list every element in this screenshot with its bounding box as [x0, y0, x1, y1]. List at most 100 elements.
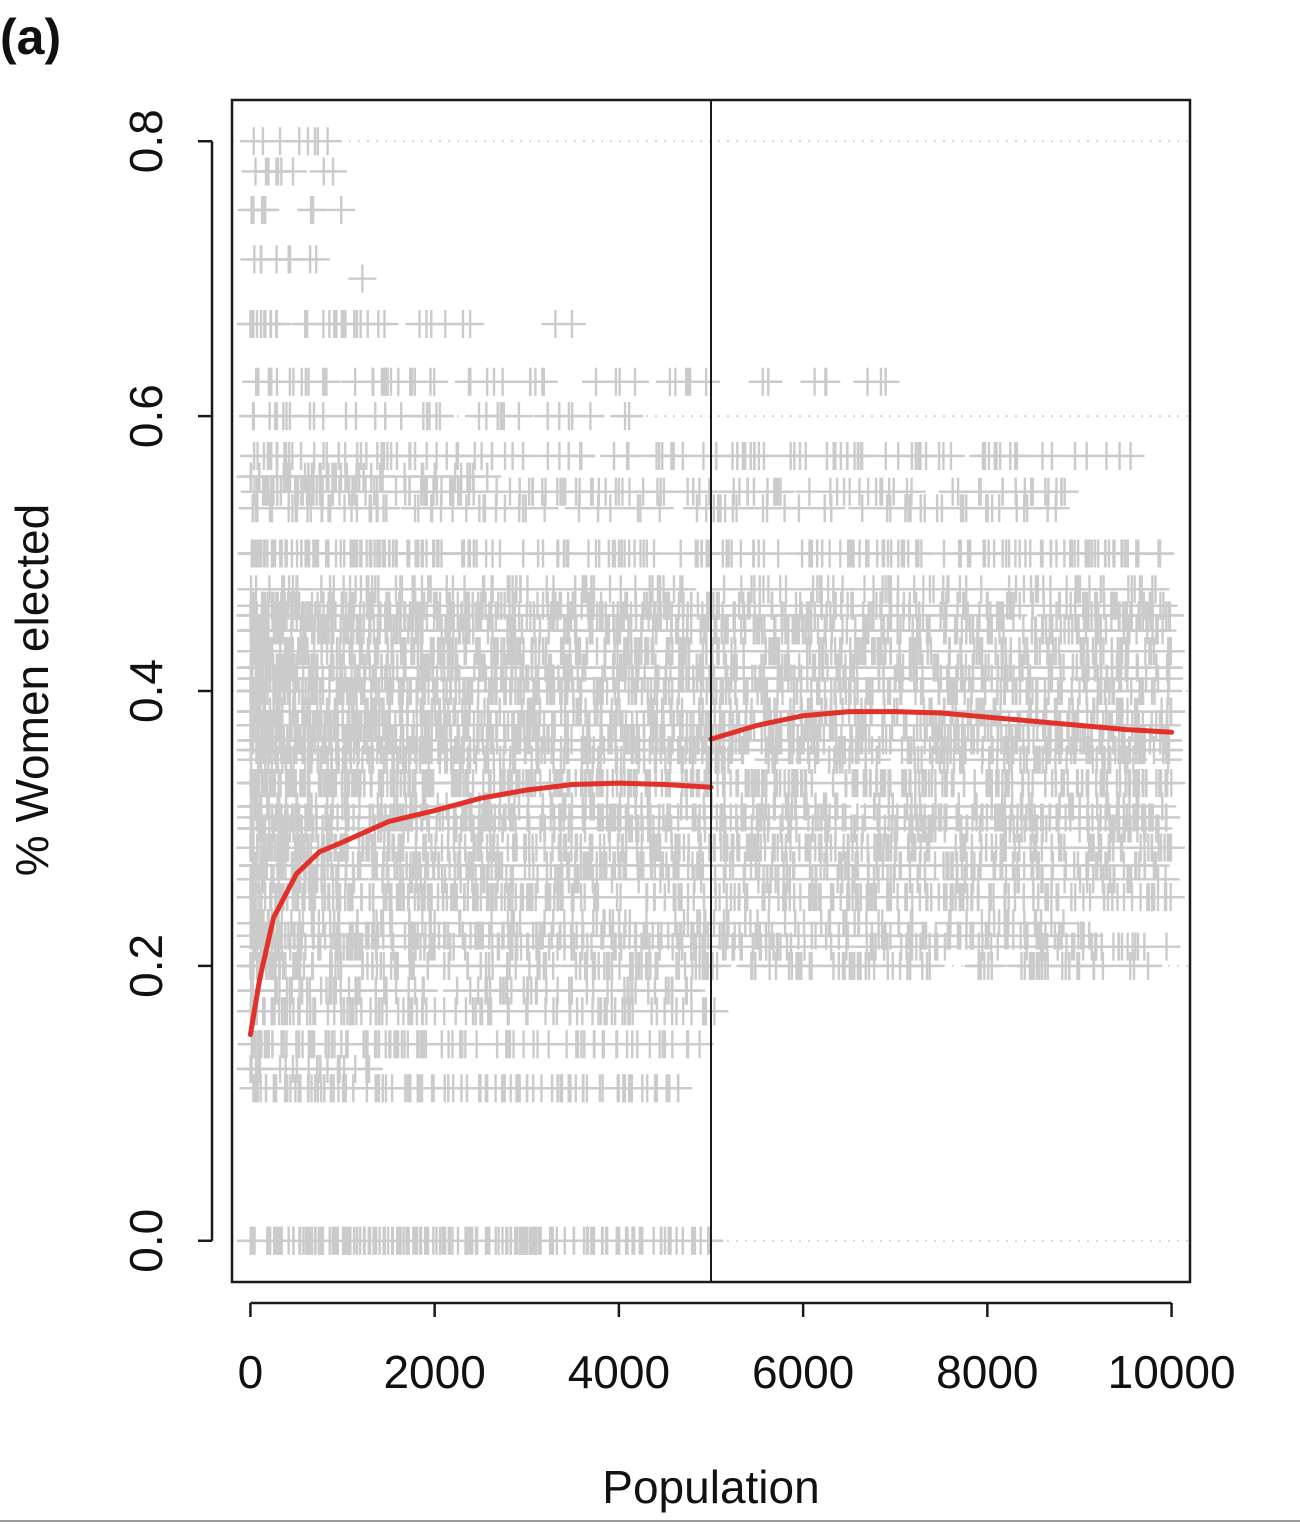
data-point-780 [571, 951, 600, 980]
data-point-791 [595, 951, 624, 980]
data-point-958 [832, 932, 861, 961]
data-point-307 [513, 1074, 542, 1103]
data-point-1043 [921, 921, 950, 950]
data-point-608 [288, 976, 317, 1005]
data-point-179 [680, 1226, 709, 1255]
data-point-1132 [1069, 921, 1098, 950]
data-point-4426 [584, 677, 613, 705]
data-point-404 [648, 1030, 677, 1059]
data-point-1249 [852, 909, 881, 938]
data-point-312 [585, 1074, 614, 1103]
data-point-741 [1055, 951, 1084, 980]
data-point-1243 [789, 909, 818, 938]
data-point-209 [370, 1226, 399, 1255]
data-point-4447 [1125, 677, 1154, 705]
data-point-192 [559, 1226, 588, 1255]
data-point-523 [420, 997, 449, 1026]
data-point-940 [1082, 932, 1111, 961]
data-point-313 [403, 1074, 432, 1103]
data-point-962 [776, 932, 805, 961]
data-point-613 [361, 976, 390, 1005]
data-point-595 [237, 976, 266, 1005]
data-point-298 [364, 1074, 393, 1103]
data-point-538 [259, 997, 288, 1026]
data-point-1254 [709, 909, 738, 938]
data-point-208 [475, 1226, 504, 1255]
data-point-1259 [550, 909, 579, 938]
data-point-1105 [725, 921, 754, 950]
data-point-314 [331, 1074, 360, 1103]
data-point-599 [555, 976, 584, 1005]
data-point-1108 [464, 921, 493, 950]
data-point-597 [262, 976, 291, 1005]
data-point-951 [1124, 932, 1153, 961]
data-point-591 [401, 976, 430, 1005]
data-point-795 [845, 951, 874, 980]
data-point-193 [240, 1226, 269, 1255]
data-point-765 [453, 951, 482, 980]
data-point-297 [628, 1074, 657, 1103]
data-point-787 [671, 951, 700, 980]
data-point-1117 [527, 921, 556, 950]
data-point-433 [410, 1030, 439, 1059]
data-point-381 [519, 1030, 548, 1059]
data-point-612 [471, 976, 500, 1005]
data-point-311 [273, 1074, 302, 1103]
data-point-507 [700, 997, 729, 1026]
data-point-337 [245, 1054, 274, 1083]
data-point-1672 [244, 865, 273, 894]
data-point-600 [610, 976, 639, 1005]
data-point-956 [719, 932, 748, 961]
data-point-1127 [895, 921, 924, 950]
data-point-198 [520, 1226, 549, 1255]
data-point-417 [240, 1030, 269, 1059]
data-point-891 [977, 932, 1006, 961]
data-point-194 [265, 1226, 294, 1255]
data-point-1093 [801, 921, 830, 950]
data-point-183 [588, 1226, 617, 1255]
data-point-1529 [924, 883, 953, 912]
data-point-898 [1152, 932, 1181, 961]
scatter-points [236, 127, 1186, 1255]
data-point-1122 [638, 921, 667, 950]
data-point-1223 [367, 909, 396, 938]
data-point-1231 [477, 909, 506, 938]
panel-label: (a) [0, 9, 62, 65]
data-point-963 [543, 932, 572, 961]
data-point-1264 [736, 909, 765, 938]
data-point-293 [556, 1074, 585, 1103]
data-point-426 [333, 1030, 362, 1059]
data-point-1875 [1003, 851, 1032, 880]
data-point-920 [1027, 932, 1056, 961]
data-point-1110 [562, 921, 591, 950]
data-point-531 [459, 997, 488, 1026]
data-point-921 [436, 932, 465, 961]
data-point-403 [298, 1030, 327, 1059]
data-point-436 [589, 1030, 618, 1059]
data-point-1126 [1006, 921, 1035, 950]
data-point-773 [1017, 951, 1046, 980]
data-point-611 [651, 976, 680, 1005]
data-point-1486 [632, 883, 661, 912]
data-point-339 [271, 1054, 300, 1083]
data-point-207 [654, 1226, 683, 1255]
data-point-1250 [299, 909, 328, 938]
data-point-338 [355, 1054, 384, 1083]
data-point-205 [332, 1226, 361, 1255]
data-point-1437 [606, 883, 635, 912]
data-point-1131 [390, 921, 419, 950]
data-point-432 [674, 1030, 703, 1059]
data-point-1263 [935, 909, 964, 938]
data-point-300 [652, 1074, 681, 1103]
data-point-424 [269, 1030, 298, 1059]
data-point-415 [492, 1030, 521, 1059]
data-point-776 [632, 951, 661, 980]
data-point-1119 [956, 921, 985, 950]
data-point-792 [784, 951, 813, 980]
data-point-1246 [967, 909, 996, 938]
data-point-735 [1079, 951, 1108, 980]
data-point-1244 [896, 909, 925, 938]
data-point-435 [384, 1030, 413, 1059]
data-point-1260 [324, 909, 353, 938]
